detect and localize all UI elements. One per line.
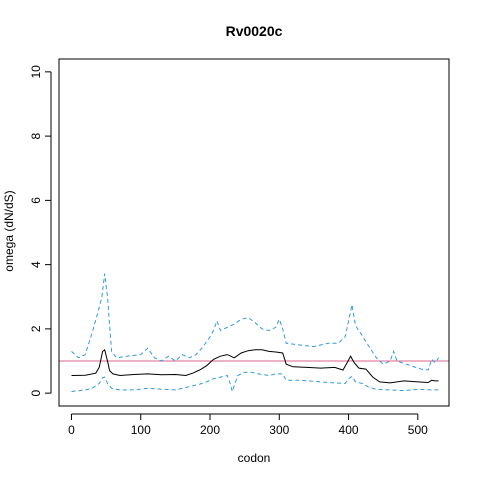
x-axis-label: codon	[238, 451, 271, 465]
x-tick-label: 100	[131, 423, 151, 437]
y-axis-label: omega (dN/dS)	[2, 190, 16, 271]
y-tick-label: 2	[29, 325, 43, 332]
y-tick-label: 4	[29, 261, 43, 268]
series-line-estimate	[71, 348, 439, 384]
plot-frame	[58, 58, 450, 407]
x-tick-label: 0	[68, 423, 75, 437]
series-line-lower	[71, 371, 439, 394]
x-tick-label: 500	[408, 423, 428, 437]
x-tick-label: 400	[339, 423, 359, 437]
y-tick-label: 6	[29, 197, 43, 204]
x-tick-label: 200	[200, 423, 220, 437]
y-tick-label: 10	[29, 65, 43, 79]
plot-area: 0 100 200 300 400 500 0 2 4 6 8 10	[29, 58, 450, 437]
y-tick-label: 0	[29, 389, 43, 396]
series-line-upper	[71, 273, 440, 371]
y-tick-label: 8	[29, 132, 43, 139]
x-tick-label: 300	[269, 423, 289, 437]
chart-title: Rv0020c	[226, 23, 283, 39]
